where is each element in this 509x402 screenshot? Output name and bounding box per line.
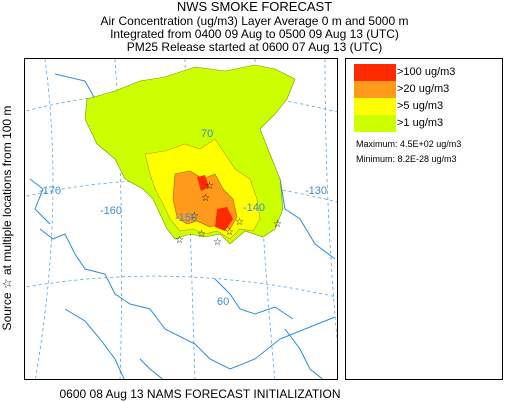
minimum-value: Minimum: 8.2E-28 ug/m3 (356, 154, 457, 164)
source-star-icon: ☆ (235, 217, 244, 228)
legend-item: >100 ug/m3 (354, 64, 479, 81)
legend-item: >20 ug/m3 (354, 81, 479, 98)
lat-label: 60 (217, 296, 229, 308)
source-star-icon: ☆ (175, 235, 184, 246)
map-panel: ☆ ☆ ☆ ☆ ☆ ☆ ☆ ☆ ☆ -170 -160 -150 -140 -1… (24, 58, 338, 380)
source-star-icon: ☆ (205, 181, 214, 192)
legend-label: >100 ug/m3 (397, 66, 456, 78)
map-title: NWS SMOKE FORECAST (176, 0, 333, 14)
maximum-value: Maximum: 4.5E+02 ug/m3 (356, 139, 462, 149)
smoke-map: ☆ ☆ ☆ ☆ ☆ ☆ ☆ ☆ ☆ -170 -160 -150 -140 -1… (25, 59, 337, 379)
source-star-icon: ☆ (201, 193, 210, 204)
legend-swatch (354, 98, 396, 115)
lat-label: 70 (201, 128, 213, 140)
lon-label: -150 (175, 212, 197, 224)
plume-over-100 (197, 175, 209, 191)
source-side-label: Source ☆ at multiple locations from 100 … (0, 105, 14, 331)
release-start: PM25 Release started at 0600 07 Aug 13 (… (126, 40, 383, 54)
lon-label: -130 (305, 185, 327, 197)
source-star-icon: ☆ (197, 229, 206, 240)
legend-swatch (354, 64, 396, 81)
source-star-icon: ☆ (213, 237, 222, 248)
legend-label: >5 ug/m3 (397, 100, 444, 112)
concentration-subtitle: Air Concentration (ug/m3) Layer Average … (100, 14, 409, 28)
legend-swatch (354, 115, 396, 132)
legend-panel: >100 ug/m3 >20 ug/m3 >5 ug/m3 >1 ug/m3 M… (345, 58, 503, 380)
legend-item: >5 ug/m3 (354, 98, 479, 115)
legend-label: >1 ug/m3 (397, 117, 444, 129)
source-star-icon: ☆ (190, 211, 199, 222)
lon-label: -140 (243, 202, 265, 214)
legend-label: >20 ug/m3 (397, 83, 450, 95)
fire-sources: ☆ ☆ ☆ ☆ ☆ ☆ ☆ ☆ ☆ (175, 181, 282, 248)
legend-swatch (354, 81, 396, 98)
legend-item: >1 ug/m3 (354, 115, 479, 132)
forecast-initialization: 0600 08 Aug 13 NAMS FORECAST INITIALIZAT… (59, 387, 341, 401)
integration-period: Integrated from 0400 09 Aug to 0500 09 A… (110, 27, 399, 41)
lon-label: -160 (100, 205, 122, 217)
lon-label: -170 (39, 185, 61, 197)
plume-over-100 (215, 207, 233, 231)
source-star-icon: ☆ (273, 219, 282, 230)
source-star-icon: ☆ (225, 227, 234, 238)
